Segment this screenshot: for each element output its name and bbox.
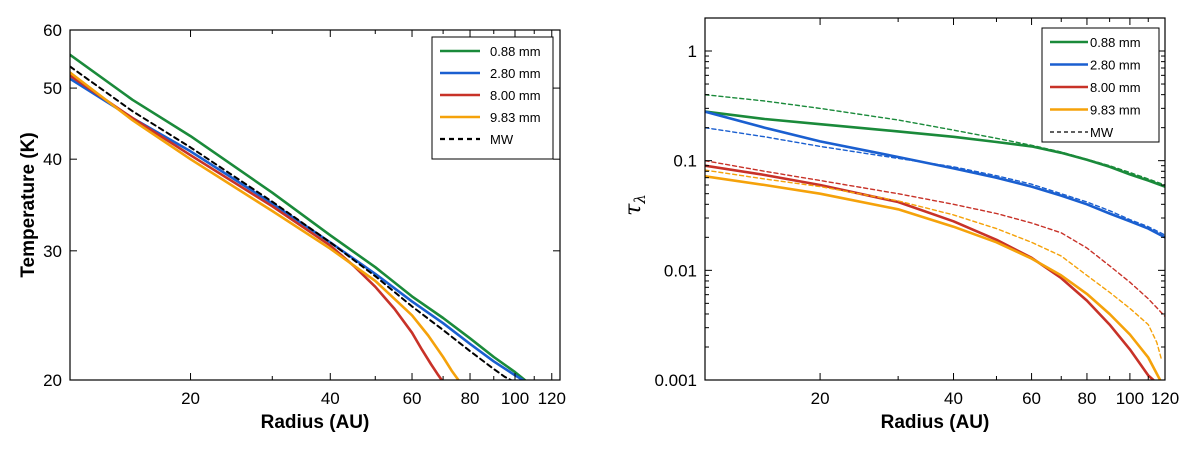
optical-depth-legend-label: 2.80 mm (1090, 58, 1141, 73)
optical-depth-legend-box (1041, 27, 1160, 143)
optical-depth-x-tick-label: 60 (1022, 389, 1041, 408)
temperature-y-tick-label: 40 (43, 150, 62, 169)
temperature-legend-label: 8.00 mm (490, 88, 541, 103)
temperature-x-tick-label: 120 (538, 389, 566, 408)
optical-depth-legend-label: 9.83 mm (1090, 103, 1141, 118)
temperature-x-tick-label: 60 (403, 389, 422, 408)
temperature-legend-label: MW (490, 132, 514, 147)
temperature-legend-label: 0.88 mm (490, 44, 541, 59)
optical-depth-x-tick-label: 40 (944, 389, 963, 408)
temperature-x-tick-label: 80 (461, 389, 480, 408)
optical-depth-y-tick-label: 0.1 (673, 152, 697, 171)
optical-depth-series-8-00-mm-mw (705, 159, 1165, 318)
optical-depth-legend: 0.88 mm 2.80 mm 8.00 mm 9.83 mm MW (1041, 27, 1160, 143)
temperature-y-tick-label: 20 (43, 371, 62, 390)
temperature-series-9-83-mm (70, 71, 460, 380)
optical-depth-axis-ticks: 20 40 60 80 100 120 1 0.1 0.01 0.001 (654, 17, 1179, 408)
temperature-series-2-80-mm (70, 77, 525, 380)
optical-depth-y-tick-label: 1 (688, 42, 697, 61)
optical-depth-x-tick-label: 80 (1077, 389, 1096, 408)
optical-depth-x-tick-label: 120 (1151, 389, 1179, 408)
optical-depth-series-8-00-mm (705, 164, 1155, 380)
temperature-legend-label: 2.80 mm (490, 66, 541, 81)
optical-depth-x-tick-label: 100 (1116, 389, 1144, 408)
optical-depth-series-2-80-mm-mw (705, 126, 1165, 236)
optical-depth-series-9-83-mm-mw (705, 169, 1163, 362)
temperature-series-8-00-mm (70, 74, 444, 380)
temperature-x-tick-label: 100 (501, 389, 529, 408)
optical-depth-legend-label: 8.00 mm (1090, 80, 1141, 95)
optical-depth-plot-frame (704, 17, 1166, 381)
temperature-x-tick-label: 20 (181, 389, 200, 408)
optical-depth-y-tick-label: 0.001 (654, 371, 697, 390)
optical-depth-series-0-88-mm (705, 110, 1165, 188)
temperature-series-mw (70, 65, 512, 380)
optical-depth-series-2-80-mm (705, 110, 1165, 239)
temperature-legend-label: 9.83 mm (490, 110, 541, 125)
temperature-y-tick-label: 30 (43, 242, 62, 261)
optical-depth-x-tick-label: 20 (811, 389, 830, 408)
temperature-plot-frame (69, 29, 561, 381)
optical-depth-y-tick-label: 0.01 (664, 261, 697, 280)
optical-depth-series-9-83-mm (705, 175, 1162, 380)
temperature-legend: 0.88 mm 2.80 mm 8.00 mm 9.83 mm MW (431, 36, 554, 160)
temperature-series-0-88-mm (70, 53, 527, 380)
temperature-series-group (70, 53, 527, 380)
optical-depth-legend-label: MW (1090, 125, 1114, 140)
temperature-axis-ticks: 20 40 60 80 100 120 20 30 40 50 60 (43, 21, 566, 408)
optical-depth-series-group (705, 93, 1165, 380)
optical-depth-y-axis-title: τλ (621, 194, 649, 216)
optical-depth-series-0-88-mm-mw (705, 93, 1165, 186)
optical-depth-legend-label: 0.88 mm (1090, 35, 1141, 50)
optical-depth-x-axis-title: Radius (AU) (881, 412, 990, 433)
optical-depth-chart: 20 40 60 80 100 120 1 0.1 0.01 0.001 0.88 mm 2.80 … (621, 17, 1179, 433)
temperature-x-tick-label: 40 (321, 389, 340, 408)
temperature-x-axis-title: Radius (AU) (261, 412, 370, 433)
temperature-y-axis-title: Temperature (K) (18, 132, 39, 277)
temperature-y-tick-label: 50 (43, 79, 62, 98)
temperature-chart: 20 40 60 80 100 120 20 30 40 50 60 0.88 mm 2.80 mm 8… (18, 21, 566, 433)
temperature-y-tick-label: 60 (43, 21, 62, 40)
